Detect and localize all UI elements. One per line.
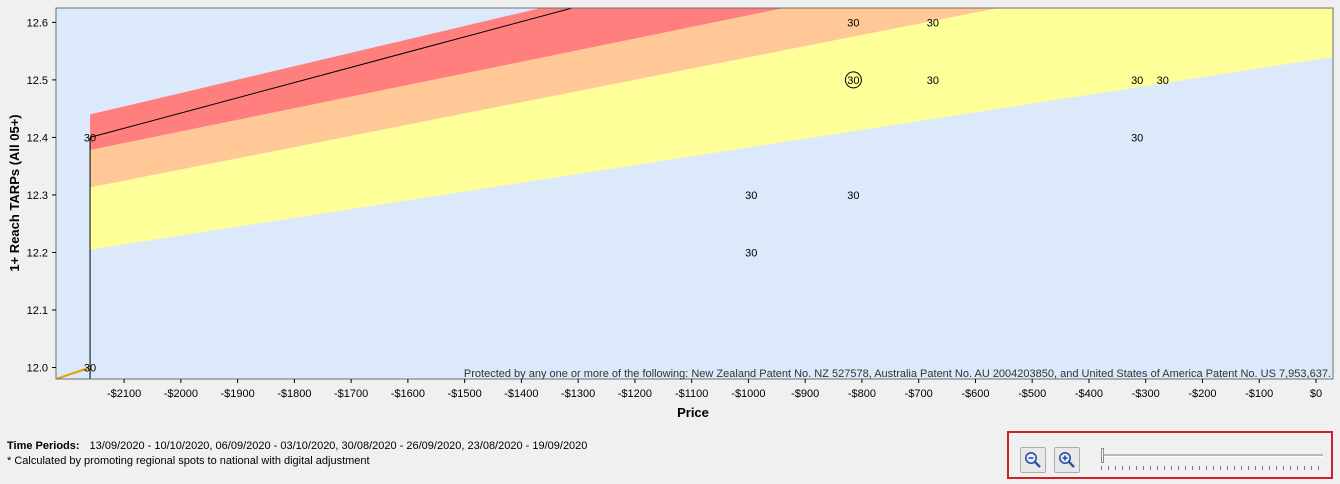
x-tick-label: -$900: [791, 388, 819, 400]
x-tick-label: -$1100: [675, 388, 708, 400]
footer: Time Periods: 13/09/2020 - 10/10/2020, 0…: [7, 440, 587, 467]
trend-line: [89, 8, 575, 138]
trend-line-group: [56, 8, 575, 379]
x-tick-label: -$100: [1245, 388, 1273, 400]
x-tick-label: -$400: [1075, 388, 1103, 400]
zoom-in-icon: [1059, 452, 1075, 468]
zoom-slider-thumb[interactable]: [1101, 448, 1104, 463]
axes: 12.0 12.1 12.2 12.3 12.4 12.5 12.6 -$2100 -$2000…: [27, 7, 1334, 400]
x-tick-label: -$1200: [618, 388, 652, 400]
footnote: * Calculated by promoting regional spots…: [7, 455, 370, 467]
y-tick-label: 12.2: [27, 247, 48, 259]
x-tick-label: -$800: [848, 388, 876, 400]
zoom-out-icon: [1025, 452, 1041, 468]
point-label: 30: [847, 75, 859, 87]
data-points: 30 30 30 30 30 30 30 30 30 30 30 30: [84, 17, 1169, 374]
point-label: 30: [1131, 132, 1143, 144]
x-axis-title: Price: [677, 405, 709, 420]
point-label: 30: [927, 75, 939, 87]
point-label: 30: [84, 362, 96, 374]
origin-marker: [56, 366, 91, 379]
point-label: 30: [745, 190, 757, 202]
zoom-slider-ticks: [1101, 466, 1323, 470]
x-tick-label: -$500: [1018, 388, 1046, 400]
band-yellow: [90, 8, 1333, 250]
patent-notice: Protected by any one or more of the foll…: [464, 368, 1331, 380]
x-tick-label: -$1400: [504, 388, 538, 400]
point-label: 30: [847, 17, 859, 29]
x-tick-label: -$700: [905, 388, 933, 400]
x-tick-label: -$1300: [561, 388, 595, 400]
y-tick-label: 12.1: [27, 305, 48, 317]
x-tick-label: $0: [1310, 388, 1322, 400]
y-tick-label: 12.4: [27, 132, 48, 144]
zoom-slider[interactable]: [1097, 445, 1325, 471]
highlight-marker: [844, 71, 862, 89]
plot-frame: [55, 7, 1334, 380]
x-tick-label: -$1900: [220, 388, 254, 400]
point-label: 30: [84, 132, 96, 144]
x-tick-label: -$2100: [107, 388, 141, 400]
y-axis-title: 1+ Reach TARPs (All 05+): [7, 114, 22, 271]
x-tick-label: -$1800: [277, 388, 311, 400]
chart: 12.0 12.1 12.2 12.3 12.4 12.5 12.6 -$2100 -$2000…: [7, 7, 1334, 420]
x-tick-label: -$600: [961, 388, 989, 400]
time-periods-value: 13/09/2020 - 10/10/2020, 06/09/2020 - 03…: [89, 440, 588, 452]
zoom-in-button[interactable]: [1054, 447, 1080, 473]
zoom-out-button[interactable]: [1020, 447, 1046, 473]
zoom-controls: [1007, 431, 1333, 479]
x-tick-label: -$2000: [164, 388, 198, 400]
x-tick-label: -$1600: [391, 388, 425, 400]
time-periods-label: Time Periods:: [7, 440, 80, 452]
x-tick-label: -$1500: [448, 388, 482, 400]
x-tick-label: -$200: [1188, 388, 1216, 400]
confidence-bands: [90, 8, 1333, 250]
x-tick-label: -$1000: [731, 388, 765, 400]
point-label: 30: [1131, 75, 1143, 87]
point-label: 30: [927, 17, 939, 29]
x-tick-label: -$1700: [334, 388, 368, 400]
point-label: 30: [1157, 75, 1169, 87]
y-tick-label: 12.3: [27, 190, 48, 202]
point-label: 30: [745, 247, 757, 259]
point-label: 30: [847, 190, 859, 202]
zoom-slider-track: [1101, 454, 1323, 457]
y-tick-label: 12.6: [27, 17, 48, 29]
x-tick-label: -$300: [1132, 388, 1160, 400]
y-tick-label: 12.0: [27, 362, 48, 374]
y-tick-label: 12.5: [27, 75, 48, 87]
